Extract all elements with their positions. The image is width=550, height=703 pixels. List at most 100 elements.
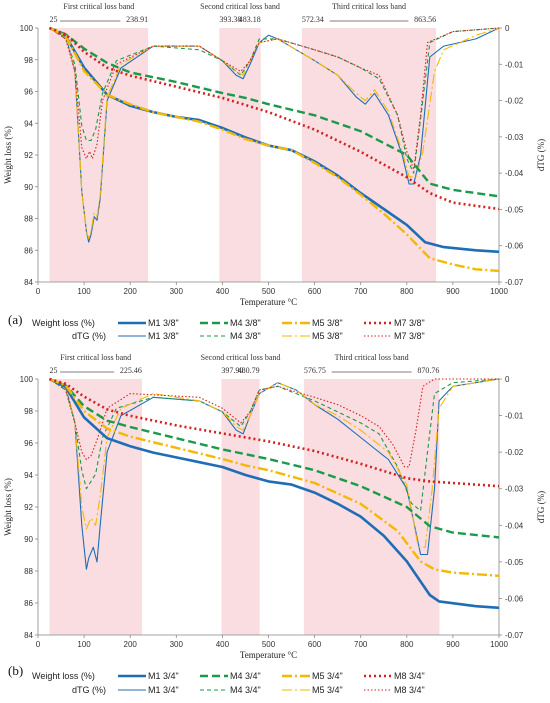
panel-label: (a) — [8, 312, 22, 327]
band-start-label: 397.90 — [221, 366, 243, 375]
y-tick-label: 98 — [24, 56, 33, 65]
band-end-label-bg — [231, 365, 261, 374]
panel-label: (b) — [8, 663, 23, 678]
legend-dtg-entry: M5 3/4" — [312, 685, 343, 695]
x-tick-label: 800 — [400, 640, 414, 649]
y2-tick-label: -0.03 — [505, 485, 524, 494]
critical-band-3 — [303, 379, 440, 635]
chart-panel-a: 25 238.91 First critical loss band 393.3848… — [3, 2, 546, 341]
dtg-line-m5-3-8- — [49, 27, 500, 240]
legend-weight-title: Weight loss (%) — [32, 318, 95, 328]
x-tick-label: 700 — [354, 640, 368, 649]
y2-tick-label: 0 — [505, 24, 510, 33]
y2-tick-label: -0.06 — [505, 594, 524, 603]
legend-dtg-title: dTG (%) — [72, 685, 106, 695]
x-tick-label: 400 — [216, 287, 230, 296]
legend-weight-entry: M4 3/4" — [230, 671, 261, 681]
band-end-label-bg — [408, 14, 438, 23]
y2-tick-label: -0.02 — [505, 97, 524, 106]
legend-dtg-entry: M1 3/8" — [148, 331, 179, 341]
x-tick-label: 200 — [124, 640, 138, 649]
x-axis-label: Temperature °C — [240, 650, 297, 660]
band-start-label-bg — [218, 14, 248, 23]
y2-tick-label: -0.07 — [505, 631, 524, 640]
x-tick-label: 200 — [124, 287, 138, 296]
legend-weight-entry: M7 3/8" — [394, 318, 425, 328]
critical-band-2 — [219, 28, 261, 282]
x-tick-label: 500 — [262, 640, 276, 649]
band-end-label-bg — [232, 14, 262, 23]
weight-loss-line-m5-3-4- — [49, 377, 500, 577]
legend-weight-entry: M1 3/4" — [148, 671, 179, 681]
legend-weight-entry: M5 3/4" — [312, 671, 343, 681]
y2-tick-label: -0.01 — [505, 60, 524, 69]
band-start-label-bg — [48, 365, 61, 374]
legend-weight-title: Weight loss (%) — [32, 671, 95, 681]
legend-weight-entry: M4 3/8" — [230, 318, 261, 328]
x-tick-label: 800 — [400, 287, 414, 296]
y2-tick-label: -0.05 — [505, 558, 524, 567]
band-end-label-bg — [120, 14, 150, 23]
band-title-3: Third critical loss band — [332, 2, 406, 11]
weight-loss-line-m1-3-4- — [48, 377, 500, 610]
x-tick-label: 1000 — [490, 287, 508, 296]
y-tick-label: 96 — [24, 439, 33, 448]
y-tick-label: 96 — [24, 88, 33, 97]
critical-band-1 — [49, 28, 149, 282]
y2-tick-label: -0.05 — [505, 205, 524, 214]
x-tick-label: 400 — [216, 640, 230, 649]
dtg-line-m1-3-8- — [49, 27, 500, 243]
y-tick-label: 84 — [24, 278, 33, 287]
legend-dtg-entry: M5 3/8" — [312, 331, 343, 341]
band-start-label: 572.34 — [302, 15, 324, 24]
weight-loss-line-m4-3-8- — [49, 26, 500, 198]
band-end-label: 870.76 — [417, 366, 439, 375]
legend-dtg-entry: M8 3/4" — [394, 685, 425, 695]
y-tick-label: 90 — [24, 535, 33, 544]
x-tick-label: 1000 — [490, 640, 508, 649]
y2-tick-label: -0.04 — [505, 169, 524, 178]
legend-dtg-entry: M4 3/4" — [230, 685, 261, 695]
legend-dtg-entry: M1 3/4" — [148, 685, 179, 695]
band-start-label-bg — [302, 365, 332, 374]
legend-weight-entry: M5 3/8" — [312, 318, 343, 328]
x-tick-label: 900 — [446, 287, 460, 296]
band-title-1: First critical loss band — [63, 2, 134, 11]
dtg-line-m5-3-4- — [49, 378, 500, 548]
legend-dtg-entry: M7 3/8" — [394, 331, 425, 341]
band-end-label-bg — [114, 365, 143, 374]
y2-tick-label: 0 — [505, 375, 510, 384]
band-start-label: 393.38 — [219, 15, 241, 24]
x-tick-label: 600 — [308, 640, 322, 649]
band-end-label-bg — [411, 365, 441, 374]
weight-loss-line-m4-3-4- — [49, 377, 500, 539]
y-tick-label: 86 — [24, 599, 33, 608]
legend-dtg-title: dTG (%) — [72, 331, 106, 341]
y2-tick-label: -0.03 — [505, 133, 524, 142]
y-axis-label: Weight loss (%) — [3, 126, 13, 184]
band-start-label: 25 — [50, 366, 58, 375]
x-tick-label: 600 — [308, 287, 322, 296]
y2-tick-label: -0.07 — [505, 278, 524, 287]
legend-weight-entry: M8 3/4" — [394, 671, 425, 681]
x-tick-label: 900 — [446, 640, 460, 649]
band-end-label: 238.91 — [126, 15, 148, 24]
weight-loss-line-m8-3-4- — [49, 377, 500, 488]
y2-tick-label: -0.01 — [505, 412, 524, 421]
y-tick-label: 98 — [24, 407, 33, 416]
legend-dtg-entry: M4 3/8" — [230, 331, 261, 341]
y-tick-label: 100 — [20, 375, 34, 384]
band-start-label: 576.75 — [304, 366, 326, 375]
x-tick-label: 100 — [77, 640, 91, 649]
y2-axis-label: dTG (%) — [536, 491, 546, 523]
y2-tick-label: -0.04 — [505, 521, 524, 530]
y2-axis-label: dTG (%) — [536, 139, 546, 171]
legend-weight-entry: M1 3/8" — [148, 318, 179, 328]
critical-band-2 — [221, 379, 260, 635]
x-tick-label: 0 — [36, 640, 41, 649]
band-title-1: First critical loss band — [60, 353, 131, 362]
y-tick-label: 86 — [24, 246, 33, 255]
y-tick-label: 92 — [24, 151, 33, 160]
y-tick-label: 94 — [24, 471, 33, 480]
